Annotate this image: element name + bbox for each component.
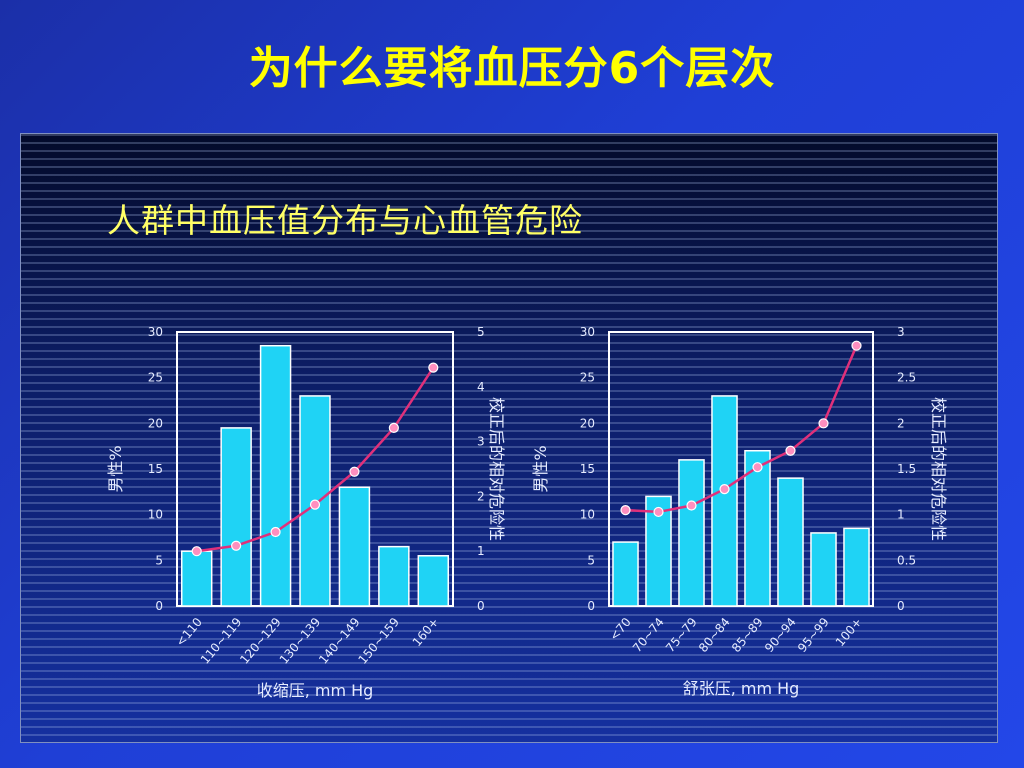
chart1-y-tick: 0 xyxy=(155,599,163,613)
chart2-y-tick: 5 xyxy=(587,553,595,567)
chart2-y-tick: 0 xyxy=(587,599,595,613)
chart2-x-tick: 80~84 xyxy=(696,615,733,655)
chart2-y2-tick: 1.5 xyxy=(897,462,916,476)
chart2-y2-tick: 2 xyxy=(897,416,905,430)
chart1-y2-tick: 1 xyxy=(477,544,485,558)
chart2-y2-tick: 0 xyxy=(897,599,905,613)
chart1-y-tick: 25 xyxy=(148,371,163,385)
chart2-risk-point xyxy=(851,340,862,351)
chart2-risk-point xyxy=(752,462,763,473)
chart2-risk-point xyxy=(719,483,730,495)
chart2-y2-tick: 2.5 xyxy=(897,371,916,385)
chart2-risk-point xyxy=(653,506,664,518)
chart1-y2-tick: 0 xyxy=(477,599,485,613)
charts-canvas: 051015202530012345<110110~119120~129130~… xyxy=(106,325,948,700)
chart1-bar xyxy=(378,545,410,607)
chart2-bar xyxy=(678,459,705,607)
chart2-risk-point xyxy=(620,505,631,516)
chart1-risk-point xyxy=(270,526,281,538)
chart2-bar xyxy=(711,395,738,607)
chart2-y2-tick: 3 xyxy=(897,325,905,339)
chart2-bar xyxy=(777,477,804,607)
chart2-x-tick: 75~79 xyxy=(663,615,700,655)
chart2-y-tick: 15 xyxy=(580,462,595,476)
chart1-risk-point xyxy=(388,422,399,433)
chart1-x-axis-label: 收缩压, mm Hg xyxy=(257,681,374,700)
chart2-y2-tick: 1 xyxy=(897,508,905,522)
chart2-x-tick: 100+ xyxy=(833,615,865,649)
chart2-bar xyxy=(810,532,837,607)
chart1-y-tick: 10 xyxy=(148,508,163,522)
chart1-bar xyxy=(259,344,292,607)
chart2-y-axis-label: 男性% xyxy=(531,445,550,492)
chart1-y-tick: 20 xyxy=(148,416,163,430)
chart1-y2-tick: 3 xyxy=(477,435,485,449)
chart1-x-tick: <110 xyxy=(173,615,205,649)
chart1-y2-tick: 2 xyxy=(477,489,485,503)
chart2-risk-line xyxy=(625,345,858,514)
chart2-y-tick: 25 xyxy=(580,371,595,385)
chart1-risk-point xyxy=(191,546,202,557)
chart2-risk-point xyxy=(818,418,829,429)
chart2-x-tick: 90~94 xyxy=(762,615,799,655)
chart2-x-axis-label: 舒张压, mm Hg xyxy=(683,679,800,698)
chart2-x-tick: 70~74 xyxy=(630,615,667,655)
chart1-x-tick: 160+ xyxy=(410,615,442,649)
figure-title: 人群中血压值分布与心血管危险 xyxy=(107,201,583,240)
chart2-x-tick: 95~99 xyxy=(795,615,832,655)
chart1-y-tick: 15 xyxy=(148,462,163,476)
chart1-bar xyxy=(417,555,450,607)
chart2-bar xyxy=(612,541,639,607)
chart2-x-tick: 85~89 xyxy=(729,615,766,655)
figure-panel: 人群中血压值分布与心血管危险 0 5 10 15 20 25 30 0 1 2 3 4 5 <110 110… xyxy=(20,133,998,743)
chart2-y-tick: 30 xyxy=(580,325,595,339)
chart1-y-axis-label: 男性% xyxy=(106,445,125,492)
chart2-y-tick: 10 xyxy=(580,508,595,522)
chart1-risk-point xyxy=(231,540,242,551)
chart1-y2-tick: 5 xyxy=(477,325,485,339)
chart1-x-tick: 150~159 xyxy=(356,615,403,667)
chart1-bar xyxy=(180,550,213,607)
chart2-y2-axis-label: 校正后的相对危险性 xyxy=(929,397,948,541)
chart2-bar xyxy=(843,527,870,607)
chart2-x-tick: <70 xyxy=(607,615,634,643)
chart2-risk-point xyxy=(686,500,697,511)
chart1-risk-point xyxy=(309,499,321,510)
chart1-risk-point xyxy=(428,362,439,373)
chart2-plot-frame xyxy=(608,331,874,607)
chart1-y-tick: 30 xyxy=(148,325,163,339)
chart2-y2-tick: 0.5 xyxy=(897,553,916,567)
chart2-y-tick: 20 xyxy=(580,416,595,430)
slide-title: 为什么要将血压分6个层次 xyxy=(248,43,776,94)
chart1-y2-tick: 4 xyxy=(477,380,485,394)
chart1-risk-point xyxy=(349,466,360,477)
chart2-risk-point xyxy=(785,445,796,456)
chart1-y2-axis-label: 校正后的相对危险性 xyxy=(487,397,506,541)
chart1-y-tick: 5 xyxy=(155,553,163,567)
chart2-bar xyxy=(744,449,771,607)
chart1-bar xyxy=(220,427,252,607)
chart1-bar xyxy=(338,486,371,607)
